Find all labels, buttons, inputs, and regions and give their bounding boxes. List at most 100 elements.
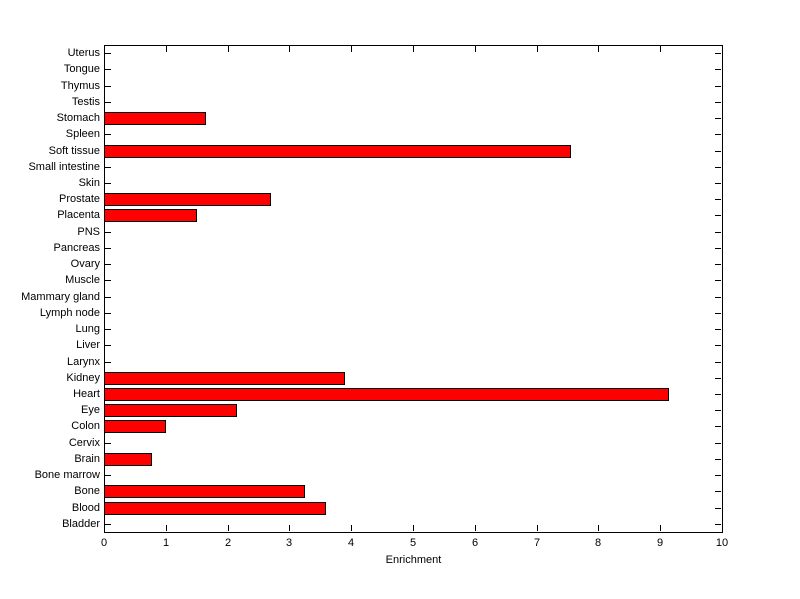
x-tick-top: [228, 46, 229, 52]
x-tick-bottom: [351, 525, 352, 531]
y-tick-label: Liver: [76, 339, 100, 351]
x-tick-bottom: [228, 525, 229, 531]
bar: [104, 209, 197, 222]
x-tick-label: 10: [715, 537, 729, 549]
y-tick-right: [715, 167, 721, 168]
y-tick-left: [105, 475, 111, 476]
bar: [104, 453, 152, 466]
x-tick-top: [598, 46, 599, 52]
x-tick-bottom: [660, 525, 661, 531]
x-tick-bottom: [537, 525, 538, 531]
x-tick-bottom: [104, 525, 105, 531]
x-tick-label: 6: [471, 537, 479, 549]
y-tick-left: [105, 86, 111, 87]
y-tick-right: [715, 86, 721, 87]
y-tick-right: [715, 118, 721, 119]
y-tick-label: Thymus: [60, 80, 100, 92]
y-tick-label: Blood: [71, 502, 100, 514]
y-tick-label: PNS: [77, 226, 100, 238]
y-tick-right: [715, 297, 721, 298]
y-tick-left: [105, 362, 111, 363]
x-tick-bottom: [598, 525, 599, 531]
y-tick-label: Skin: [78, 177, 100, 189]
bar: [104, 404, 237, 417]
x-tick-top: [104, 46, 105, 52]
x-tick-label: 2: [224, 537, 232, 549]
y-tick-label: Mammary gland: [21, 291, 100, 303]
y-tick-label: Tongue: [63, 63, 100, 75]
y-tick-right: [715, 232, 721, 233]
x-tick-bottom: [722, 525, 723, 531]
y-tick-right: [715, 378, 721, 379]
y-tick-right: [715, 524, 721, 525]
bar: [104, 372, 345, 385]
bar: [104, 502, 326, 515]
x-tick-label: 5: [409, 537, 417, 549]
y-tick-label: Eye: [81, 404, 100, 416]
y-tick-right: [715, 475, 721, 476]
x-tick-top: [722, 46, 723, 52]
x-tick-bottom: [413, 525, 414, 531]
y-tick-left: [105, 102, 111, 103]
y-tick-label: Larynx: [66, 356, 100, 368]
y-tick-left: [105, 134, 111, 135]
y-tick-label: Lymph node: [39, 307, 100, 319]
y-tick-right: [715, 53, 721, 54]
y-tick-label: Cervix: [68, 437, 100, 449]
y-tick-right: [715, 443, 721, 444]
y-tick-label: Lung: [75, 323, 100, 335]
y-tick-left: [105, 183, 111, 184]
y-tick-right: [715, 102, 721, 103]
y-tick-left: [105, 232, 111, 233]
y-tick-label: Spleen: [65, 128, 100, 140]
y-tick-left: [105, 345, 111, 346]
y-tick-right: [715, 264, 721, 265]
y-tick-right: [715, 329, 721, 330]
y-tick-right: [715, 248, 721, 249]
x-tick-top: [351, 46, 352, 52]
y-tick-right: [715, 313, 721, 314]
y-tick-label: Pancreas: [53, 242, 100, 254]
y-tick-right: [715, 491, 721, 492]
y-tick-right: [715, 69, 721, 70]
y-tick-left: [105, 264, 111, 265]
x-tick-top: [475, 46, 476, 52]
y-tick-label: Kidney: [66, 372, 100, 384]
y-tick-right: [715, 362, 721, 363]
y-tick-left: [105, 297, 111, 298]
x-tick-label: 1: [162, 537, 170, 549]
y-tick-left: [105, 69, 111, 70]
y-tick-label: Placenta: [57, 209, 100, 221]
y-tick-label: Ovary: [70, 258, 100, 270]
bar: [104, 112, 206, 125]
bar: [104, 485, 305, 498]
x-tick-bottom: [289, 525, 290, 531]
y-tick-right: [715, 151, 721, 152]
y-tick-right: [715, 199, 721, 200]
y-tick-right: [715, 183, 721, 184]
bar: [104, 388, 669, 401]
x-tick-top: [289, 46, 290, 52]
y-tick-left: [105, 313, 111, 314]
y-tick-left: [105, 167, 111, 168]
y-tick-label: Prostate: [59, 193, 100, 205]
y-tick-label: Soft tissue: [48, 145, 100, 157]
x-tick-label: 4: [347, 537, 355, 549]
y-tick-label: Bone marrow: [34, 469, 100, 481]
y-tick-label: Testis: [71, 96, 100, 108]
y-tick-label: Heart: [73, 388, 100, 400]
y-tick-right: [715, 410, 721, 411]
y-tick-left: [105, 329, 111, 330]
x-tick-label: 7: [533, 537, 541, 549]
y-tick-label: Bone: [74, 485, 100, 497]
y-tick-right: [715, 345, 721, 346]
x-tick-top: [660, 46, 661, 52]
bar: [104, 420, 166, 433]
y-tick-label: Colon: [71, 420, 100, 432]
x-tick-top: [166, 46, 167, 52]
x-tick-label: 0: [100, 537, 108, 549]
bar: [104, 145, 571, 158]
y-tick-label: Muscle: [65, 274, 100, 286]
y-tick-label: Uterus: [67, 47, 100, 59]
